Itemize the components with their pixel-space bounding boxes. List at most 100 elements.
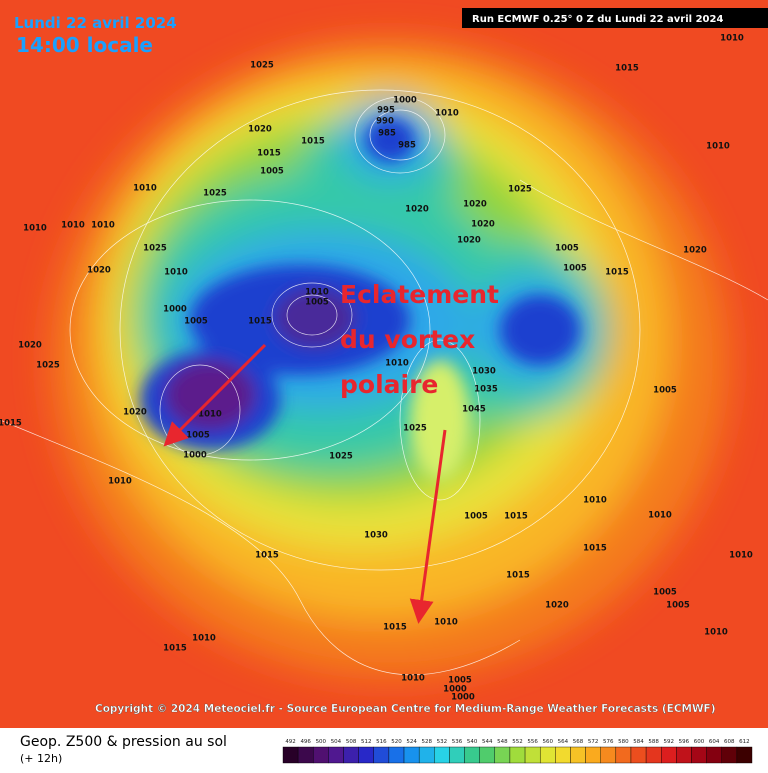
colorbar-label: 564 (558, 739, 569, 745)
colorbar-cell (524, 746, 541, 764)
annotation: Eclatement du vortex polaire (340, 280, 499, 399)
colorbar-cell (585, 746, 601, 764)
colorbar-cell (479, 746, 496, 764)
isobar-label: 1020 (683, 246, 707, 256)
colorbar-label: 588 (648, 739, 659, 745)
date: Lundi 22 avril 2024 (14, 14, 177, 32)
footer-title: Geop. Z500 & pression au sol (20, 734, 227, 750)
colorbar-cell (676, 746, 692, 764)
colorbar-cell (418, 746, 435, 764)
isobar-label: 1010 (706, 142, 730, 152)
isobar-label: 1000 (451, 693, 475, 703)
isobar-label: 1000 (163, 305, 187, 315)
isobar-label: 1005 (666, 601, 690, 611)
isobar-label: 1020 (18, 341, 42, 351)
run-info: Run ECMWF 0.25° 0 Z du Lundi 22 avril 20… (472, 14, 723, 25)
isobar-label: 1005 (464, 512, 488, 522)
colorbar-label: 500 (316, 739, 327, 745)
isobar-label: 1015 (583, 544, 607, 554)
isobar-label: 1010 (91, 221, 115, 231)
colorbar-cell (388, 746, 405, 764)
isobar-label: 1015 (504, 512, 528, 522)
colorbar-label: 548 (497, 739, 508, 745)
isobar-label: 1010 (108, 477, 132, 487)
run-box (462, 8, 768, 28)
isobar-label: 1010 (385, 359, 409, 369)
isobar-label: 1015 (248, 317, 272, 327)
isobar-label: 1005 (260, 167, 284, 177)
colorbar-label: 556 (527, 739, 538, 745)
isobar-label: 1010 (23, 224, 47, 234)
colorbar-label: 560 (543, 739, 554, 745)
isobar-label: 1005 (186, 431, 210, 441)
isobar-label: 1005 (184, 317, 208, 327)
isobars (0, 89, 768, 676)
isobar-label: 1025 (250, 61, 274, 71)
colorbar-label: 580 (618, 739, 629, 745)
isobar-label: 1000 (443, 685, 467, 695)
isobar-label: 1010 (61, 221, 85, 231)
time: 14:00 locale (16, 33, 153, 57)
isobar-label: 1015 (301, 137, 325, 147)
isobar-label: 1015 (257, 149, 281, 159)
colorbar-label: 508 (346, 739, 357, 745)
colorbar-label: 572 (588, 739, 599, 745)
colorbar-cell (494, 746, 511, 764)
isobar-label: 1025 (329, 452, 353, 462)
isobar-label: 1010 (434, 618, 458, 628)
colorbar-label: 600 (694, 739, 705, 745)
isobar-label: 1025 (36, 361, 60, 371)
colorbar-label: 532 (437, 739, 448, 745)
isobar-label: 1010 (198, 410, 222, 420)
colorbar-cell (464, 746, 480, 764)
colorbar-cell (449, 746, 465, 764)
isobar-label: 1025 (403, 424, 427, 434)
isobar-label: 1010 (401, 674, 425, 684)
colorbar-cell (403, 746, 420, 764)
colorbar-cell (282, 746, 299, 764)
isobar-label: 1020 (248, 125, 272, 135)
annotation-line: Eclatement (340, 280, 499, 309)
isobar-label: 995 (377, 106, 395, 116)
isobar-label: 1020 (463, 200, 487, 210)
colorbar-label: 504 (331, 739, 342, 745)
isobar-label: 1015 (506, 571, 530, 581)
isobar-labels: 1010101510251000995990985985101010201015… (0, 34, 753, 703)
isobar-label: 1010 (164, 268, 188, 278)
isobar-label: 1000 (183, 451, 207, 461)
isobar-label: 1010 (133, 184, 157, 194)
colorbar-label: 540 (467, 739, 478, 745)
colorbar-label: 524 (406, 739, 417, 745)
colorbar: 492 496 500 504 508 512 516 520 524 528 532 536 540 5… (282, 739, 753, 764)
isobar-label: 1020 (87, 266, 111, 276)
colorbar-cell (343, 746, 359, 764)
colorbar-cell (570, 746, 586, 764)
colorbar-cell (736, 746, 753, 764)
colorbar-label: 496 (300, 739, 311, 745)
isobar-label: 1010 (192, 634, 216, 644)
isobar-label: 1020 (123, 408, 147, 418)
isobar-label: 1035 (474, 385, 498, 395)
colorbar-label: 608 (724, 739, 735, 745)
colorbar-label: 528 (421, 739, 432, 745)
colorbar-label: 544 (482, 739, 493, 745)
colorbar-label: 596 (679, 739, 690, 745)
copyright: Copyright © 2024 Meteociel.fr - Source E… (95, 703, 716, 715)
colorbar-cell (358, 746, 374, 764)
isobar-label: 1010 (435, 109, 459, 119)
colorbar-cell (645, 746, 662, 764)
isobar-label: 985 (378, 129, 396, 139)
isobar-label: 1015 (255, 551, 279, 561)
annotation-line: polaire (340, 370, 438, 399)
isobar-label: 1015 (383, 623, 407, 633)
colorbar-label: 536 (452, 739, 463, 745)
colorbar-cell (661, 746, 677, 764)
isobar-label: 1005 (653, 588, 677, 598)
isobar-label: 1005 (555, 244, 579, 254)
colorbar-cell (555, 746, 571, 764)
colorbar-cell (600, 746, 617, 764)
colorbar-label: 568 (573, 739, 584, 745)
isobar-label: 1015 (605, 268, 629, 278)
